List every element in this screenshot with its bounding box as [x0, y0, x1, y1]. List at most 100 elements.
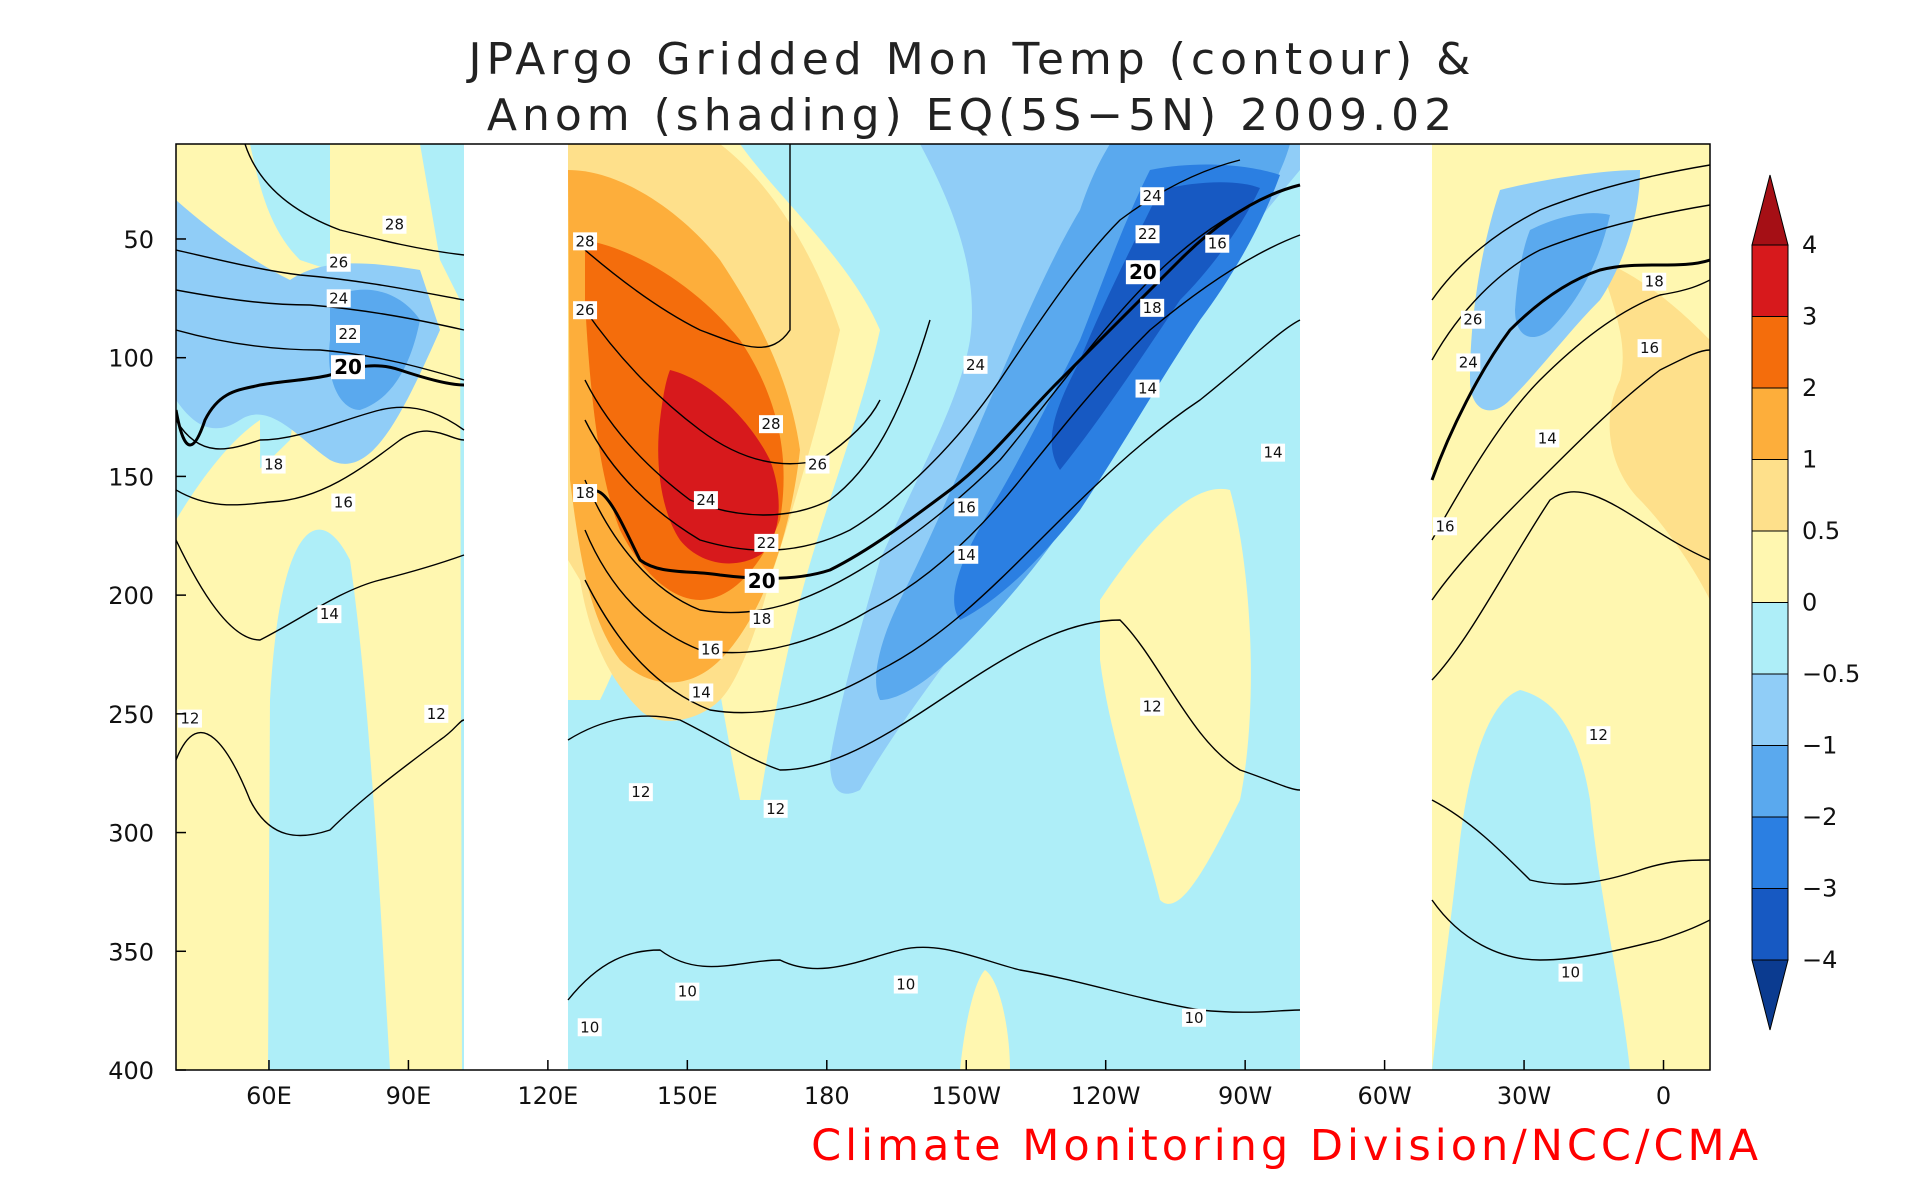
- contour-label-bg: [335, 324, 360, 343]
- contour-label-bg: [1637, 339, 1662, 358]
- contour-label-text: 12: [631, 783, 650, 801]
- contour-label-text: 18: [576, 484, 595, 502]
- shade-neg-1-indian: [329, 289, 420, 410]
- y-tick-label: 350: [108, 938, 154, 966]
- contour-label-bg: [573, 301, 598, 320]
- contour-label-text: 14: [320, 605, 339, 623]
- x-tick-label: 90W: [1218, 1082, 1272, 1110]
- contour-label-text: 16: [1208, 235, 1227, 253]
- contour-label-text: 14: [692, 683, 711, 701]
- contour-label-text: 12: [1589, 726, 1608, 744]
- contour-label-bg: [744, 568, 779, 593]
- contour-14-atlantic: [1431, 491, 1710, 681]
- contour-label: 28: [382, 215, 407, 234]
- contour-label: 14: [1535, 429, 1560, 448]
- contour-label-bg: [1205, 234, 1230, 253]
- plot-frame: [175, 143, 1711, 1071]
- contour-label-bg: [1433, 517, 1458, 536]
- x-tick-label: 30W: [1497, 1082, 1551, 1110]
- contour-label-text: 28: [385, 216, 404, 234]
- colorbar-segment: [1751, 244, 1789, 317]
- contour-label-text: 14: [1138, 380, 1157, 398]
- plot-area: 28 26 24 22 20 18 16 14 12 12 28 26 18 28 26 24 22 20 18 16…: [176, 144, 1710, 1070]
- colorbar-label: −3: [1802, 875, 1837, 903]
- x-tick-label: 150W: [931, 1082, 1001, 1110]
- shade-pos-east-pacific-plume: [960, 970, 1010, 1070]
- colorbar-segment: [1751, 602, 1789, 675]
- colorbar-label: 4: [1802, 231, 1817, 259]
- contour-label: 14: [954, 545, 979, 564]
- chart-title-line-2: Anom (shading) EQ(5S−5N) 2009.02: [487, 90, 1457, 141]
- contour-label-bg: [577, 1018, 602, 1037]
- x-tick-label: 60W: [1357, 1082, 1411, 1110]
- contour-label-bg: [326, 289, 351, 308]
- contour-26-pacific: [584, 309, 881, 465]
- contour-label: 18: [261, 455, 286, 474]
- colorbar-top-arrow: [1751, 174, 1789, 246]
- contour-label: 24: [963, 355, 988, 374]
- contour-20-indian-bold: [176, 364, 465, 447]
- contour-label: 22: [754, 533, 779, 552]
- contour-24-pacific: [584, 319, 931, 516]
- contour-label-text: 28: [576, 232, 595, 250]
- chart-title-line-1: JPArgo Gridded Mon Temp (contour) &: [466, 34, 1476, 85]
- contour-label: 18: [749, 609, 774, 628]
- contour-label-text: 26: [1463, 311, 1482, 329]
- colorbar-segment: [1751, 816, 1789, 889]
- y-tick-label: 150: [108, 463, 154, 491]
- contour-label-bg: [331, 493, 356, 512]
- missing-band-central-america: [1300, 144, 1432, 1070]
- contour-label: 18: [1642, 272, 1667, 291]
- contour-14-pacific: [584, 319, 1301, 714]
- contour-label-text: 16: [334, 494, 353, 512]
- contour-label-text: 22: [338, 325, 357, 343]
- contour-label-text: 26: [808, 456, 827, 474]
- colorbar-segment: [1751, 888, 1789, 961]
- contour-label: 16: [1637, 339, 1662, 358]
- contour-label-text: 12: [427, 705, 446, 723]
- contour-label-bg: [1135, 225, 1160, 244]
- contour-10-atlantic: [1431, 899, 1710, 961]
- contour-12-indian: [176, 719, 465, 837]
- contour-label-text: 20: [1129, 260, 1157, 284]
- contour-label: 16: [698, 640, 723, 659]
- y-tick-label: 300: [108, 820, 154, 848]
- contour-label-text: 22: [1138, 225, 1157, 243]
- contour-18-pacific: [584, 184, 1301, 614]
- contour-labels: 28 26 24 22 20 18 16 14 12 12 28 26 18 28 26 24 22 20 18 16…: [177, 187, 1667, 1037]
- contour-label-bg: [754, 533, 779, 552]
- contour-label-bg: [1456, 353, 1481, 372]
- contour-label: 16: [331, 493, 356, 512]
- contour-14-indian: [176, 539, 465, 641]
- contour-label-bg: [573, 484, 598, 503]
- contour-label: 10: [577, 1018, 602, 1037]
- contour-label-text: 12: [1143, 698, 1162, 716]
- contour-label-text: 12: [766, 800, 785, 818]
- colorbar-label: −4: [1802, 946, 1837, 974]
- contour-label-bg: [759, 415, 784, 434]
- contour-18-indian: [176, 406, 465, 450]
- colorbar-label: −2: [1802, 803, 1837, 831]
- contour-label: 22: [1135, 225, 1160, 244]
- colorbar-label: 3: [1802, 303, 1817, 331]
- temperature-contours: [176, 144, 1710, 1013]
- contour-label-bg: [317, 605, 342, 624]
- contour-label-bg: [893, 975, 918, 994]
- contour-label-text: 26: [576, 301, 595, 319]
- contour-label-bg: [1182, 1008, 1207, 1027]
- contour-label: 14: [317, 605, 342, 624]
- contour-24-indian: [176, 289, 465, 331]
- contour-label-bg: [675, 982, 700, 1001]
- contour-label-bg: [1140, 697, 1165, 716]
- contour-label: 28: [759, 415, 784, 434]
- colorbar-label: −1: [1802, 732, 1837, 760]
- colorbar-label: 1: [1802, 446, 1817, 474]
- contour-label: 18: [573, 484, 598, 503]
- contour-label-bg: [1140, 298, 1165, 317]
- colorbar-bottom-arrow: [1751, 959, 1789, 1031]
- contour-label-text: 16: [701, 641, 720, 659]
- contour-label: 24: [693, 491, 718, 510]
- contour-label: 14: [1135, 379, 1160, 398]
- contour-label-text: 26: [329, 254, 348, 272]
